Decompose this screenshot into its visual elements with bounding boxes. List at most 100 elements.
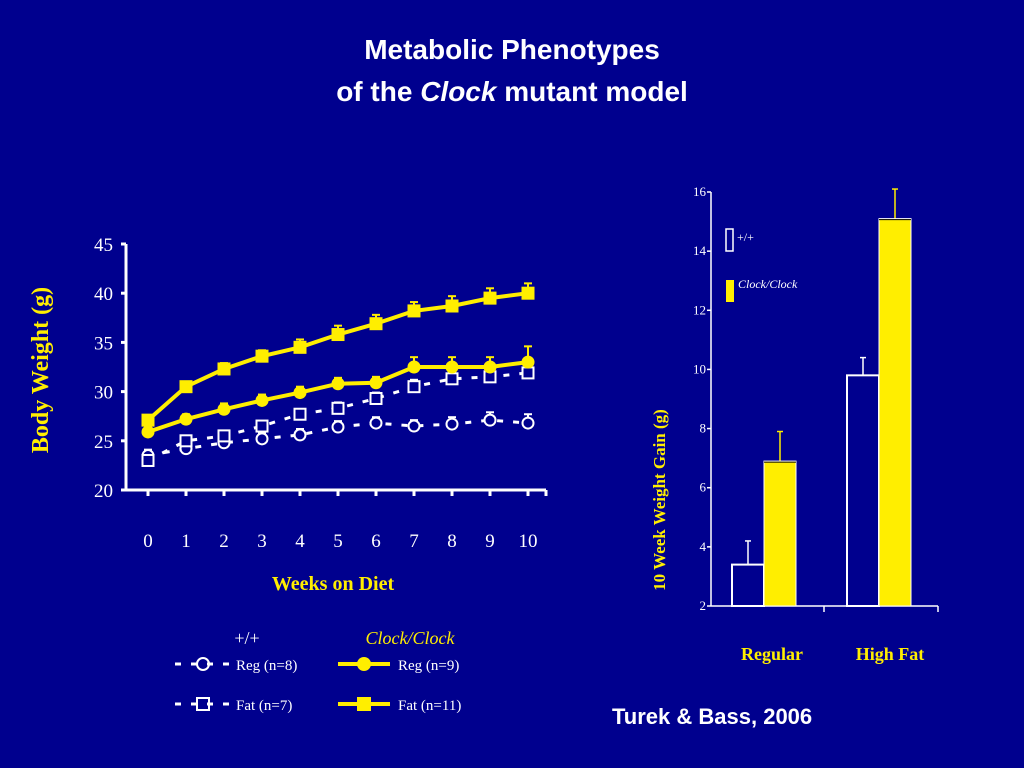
point-clock-reg bbox=[521, 355, 535, 369]
legend-mut-reg-label: Reg (n=9) bbox=[398, 658, 459, 674]
point-clock-reg bbox=[445, 360, 459, 374]
point-wt-reg bbox=[483, 413, 497, 427]
bar-wt-regular bbox=[731, 563, 765, 607]
legend-mut-reg-marker bbox=[357, 657, 371, 671]
legend-wt-fat-label: Fat (n=7) bbox=[236, 698, 292, 714]
point-clock-fat bbox=[141, 413, 155, 427]
line-chart-x-tick-label: 6 bbox=[371, 531, 381, 552]
point-wt-reg bbox=[521, 416, 535, 430]
point-clock-fat bbox=[483, 291, 497, 305]
series-wt-reg bbox=[141, 411, 535, 463]
point-clock-reg bbox=[255, 393, 269, 407]
bar-chart-y-tick-label: 6 bbox=[700, 480, 707, 495]
line-chart-y-tick-label: 25 bbox=[94, 432, 113, 453]
point-clock-reg bbox=[179, 412, 193, 426]
point-clock-fat bbox=[521, 286, 535, 300]
line-chart-x-tick-label: 10 bbox=[519, 531, 538, 552]
point-clock-reg bbox=[141, 425, 155, 439]
point-clock-fat bbox=[293, 340, 307, 354]
point-clock-reg bbox=[331, 377, 345, 391]
point-clock-fat bbox=[255, 349, 269, 363]
legend-mut-fat: Fat (n=11) bbox=[338, 697, 461, 714]
line-chart-x-tick-label: 1 bbox=[181, 531, 191, 552]
line-chart-x-tick-label: 0 bbox=[143, 531, 153, 552]
series-clock-reg bbox=[141, 345, 535, 439]
bar-chart-y-tick-label: 14 bbox=[693, 243, 707, 258]
slide-title-line1: Metabolic Phenotypes bbox=[364, 34, 660, 65]
line-chart-y-tick-label: 40 bbox=[94, 284, 113, 305]
line-chart-y-axis-label: Body Weight (g) bbox=[28, 287, 54, 453]
line-chart-x-tick-label: 3 bbox=[257, 531, 267, 552]
citation-credit: Turek & Bass, 2006 bbox=[612, 704, 813, 729]
legend-wt-reg-marker bbox=[196, 657, 210, 671]
line-chart-y-tick-label: 45 bbox=[94, 235, 113, 256]
line-chart-y-tick-label: 30 bbox=[94, 383, 113, 404]
point-wt-fat bbox=[179, 434, 193, 448]
point-wt-reg bbox=[407, 419, 421, 433]
point-clock-fat bbox=[369, 317, 383, 331]
point-wt-reg bbox=[369, 416, 383, 430]
point-wt-fat bbox=[445, 372, 459, 386]
point-wt-fat bbox=[217, 429, 231, 443]
legend-wt-fat: Fat (n=7) bbox=[175, 697, 292, 714]
bar-chart-y-axis-label: 10 Week Weight Gain (g) bbox=[650, 409, 669, 591]
bar-legend-mut-label: Clock/Clock bbox=[738, 277, 798, 291]
point-clock-fat bbox=[179, 380, 193, 394]
bar-chart-y-tick-label: 2 bbox=[700, 598, 707, 613]
line-chart-x-tick-label: 4 bbox=[295, 531, 305, 552]
line-chart-y-tick-label: 20 bbox=[94, 481, 113, 502]
point-wt-fat bbox=[141, 453, 155, 467]
point-clock-fat bbox=[217, 362, 231, 376]
point-clock-reg bbox=[217, 402, 231, 416]
series-wt-fat bbox=[141, 364, 535, 467]
point-wt-reg bbox=[331, 420, 345, 434]
bar-legend: +/+ Clock/Clock bbox=[725, 228, 798, 302]
bar-category-high-fat: High Fat bbox=[856, 644, 925, 664]
legend-wt-reg-label: Reg (n=8) bbox=[236, 658, 297, 674]
bar-legend-wt-swatch bbox=[725, 228, 734, 252]
point-wt-reg bbox=[293, 428, 307, 442]
legend-group-clock: Clock/Clock bbox=[366, 628, 456, 648]
point-clock-reg bbox=[369, 376, 383, 390]
bar-wt-high-fat bbox=[846, 374, 880, 608]
title-prefix: of the bbox=[336, 76, 421, 107]
title-suffix: mutant model bbox=[496, 76, 688, 107]
bar-clock-regular bbox=[763, 460, 797, 607]
bar-chart-y-tick-label: 12 bbox=[693, 302, 706, 317]
bar-category-regular: Regular bbox=[741, 644, 803, 664]
bar-legend-wt-label: +/+ bbox=[737, 230, 754, 244]
line-chart-x-tick-label: 7 bbox=[409, 531, 419, 552]
line-chart-x-tick-label: 9 bbox=[485, 531, 495, 552]
legend-mut-fat-label: Fat (n=11) bbox=[398, 698, 461, 714]
bar-chart-y-tick-label: 4 bbox=[700, 539, 707, 554]
legend-wt-fat-marker bbox=[196, 697, 210, 711]
bar-chart-y-tick-label: 10 bbox=[693, 361, 706, 376]
bar-chart-y-tick-label: 16 bbox=[693, 184, 707, 199]
series-clock-fat bbox=[141, 282, 535, 427]
point-clock-reg bbox=[407, 360, 421, 374]
slide-title-line2: of the Clock mutant model bbox=[0, 72, 1024, 112]
point-clock-fat bbox=[407, 304, 421, 318]
legend-mut-fat-marker bbox=[357, 697, 371, 711]
bar-clock-high-fat bbox=[878, 218, 912, 607]
line-chart-x-tick-label: 2 bbox=[219, 531, 229, 552]
line-chart-y-tick-labels: 20 25 30 35 40 45 bbox=[94, 235, 113, 502]
point-wt-fat bbox=[331, 401, 345, 415]
point-wt-fat bbox=[369, 391, 383, 405]
series-line-wt-fat bbox=[147, 371, 529, 462]
point-wt-fat bbox=[521, 366, 535, 380]
point-clock-reg bbox=[483, 360, 497, 374]
bar-chart-bars bbox=[731, 188, 912, 608]
legend-group-wildtype: +/+ bbox=[234, 628, 259, 648]
point-wt-reg bbox=[255, 432, 269, 446]
line-chart-axes bbox=[121, 242, 548, 496]
series-line-clock-fat bbox=[146, 291, 529, 422]
point-wt-fat bbox=[293, 407, 307, 421]
line-chart-series bbox=[141, 282, 535, 467]
point-wt-reg bbox=[445, 417, 459, 431]
bar-legend-mut-swatch bbox=[726, 280, 734, 302]
point-clock-fat bbox=[331, 328, 345, 342]
legend-mut-reg: Reg (n=9) bbox=[338, 657, 459, 674]
line-chart-x-tick-label: 5 bbox=[333, 531, 343, 552]
